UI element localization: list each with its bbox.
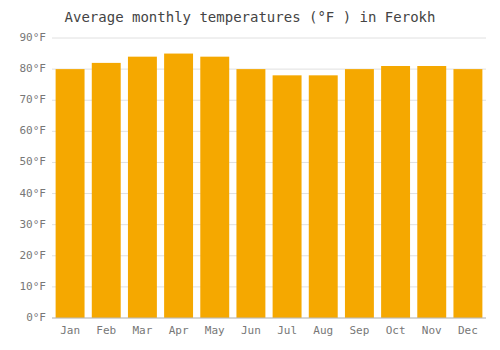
bar: [56, 69, 85, 318]
x-tick-label: Feb: [96, 324, 116, 337]
grid-line: [52, 318, 486, 319]
bars: [56, 54, 483, 318]
y-tick-label: 80°F: [20, 62, 47, 75]
bar: [417, 66, 446, 318]
bar: [453, 69, 482, 318]
bar: [128, 57, 157, 318]
y-tick-label: 40°F: [20, 187, 47, 200]
bar: [309, 75, 338, 318]
x-tick-label: Nov: [422, 324, 442, 337]
grid: [52, 38, 486, 318]
y-tick-label: 70°F: [20, 93, 47, 106]
y-tick-label: 60°F: [20, 124, 47, 137]
y-tick-label: 50°F: [20, 155, 47, 168]
x-tick-label: Sep: [349, 324, 369, 337]
bar: [345, 69, 374, 318]
y-tick-label: 30°F: [20, 218, 47, 231]
x-tick-label: May: [205, 324, 225, 337]
bar: [381, 66, 410, 318]
x-tick-label: Jun: [241, 324, 261, 337]
bar: [273, 75, 302, 318]
y-tick-label: 0°F: [26, 311, 46, 324]
grid-line: [52, 38, 486, 39]
bar: [164, 54, 193, 318]
chart-container: 0°F 10°F 20°F 30°F 40°F 50°F 60°F 70°F 80°F 90°F J…: [0, 0, 500, 350]
y-tick-label: 20°F: [20, 249, 47, 262]
x-tick-label: Jul: [277, 324, 297, 337]
x-tick-label: Jan: [60, 324, 80, 337]
x-tick-label: Mar: [132, 324, 152, 337]
x-tick-label: Apr: [169, 324, 189, 337]
x-tick-label: Dec: [458, 324, 478, 337]
x-axis-line: [52, 318, 486, 319]
bar: [92, 63, 121, 318]
bar: [200, 57, 229, 318]
y-tick-label: 10°F: [20, 280, 47, 293]
bar: [236, 69, 265, 318]
title: Average monthly temperatures (°F ) in Fe…: [65, 9, 436, 25]
x-tick-label: Oct: [386, 324, 406, 337]
chart-svg: 0°F 10°F 20°F 30°F 40°F 50°F 60°F 70°F 80°F 90°F J…: [0, 0, 500, 350]
x-tick-label: Aug: [313, 324, 333, 337]
y-tick-label: 90°F: [20, 31, 47, 44]
